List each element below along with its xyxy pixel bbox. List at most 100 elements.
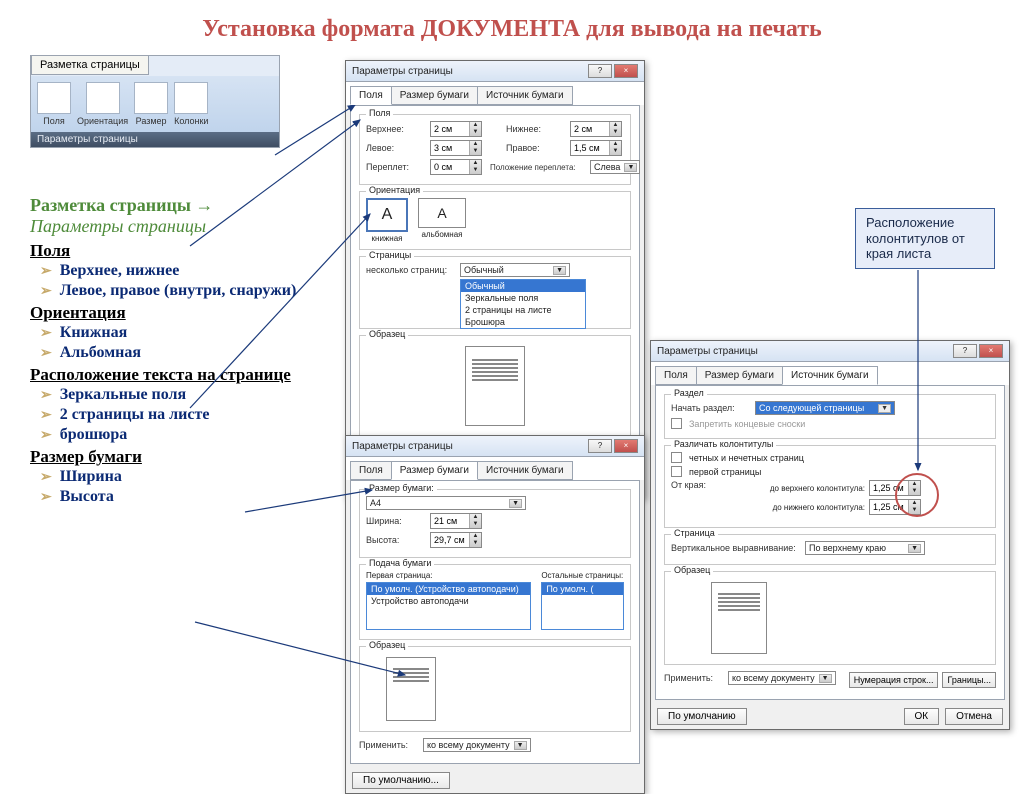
outline-item: Альбомная [40,343,330,363]
ribbon-btn-size[interactable]: Размер [134,82,168,126]
left-label: Левое: [366,143,426,153]
outline-section-title: Расположение текста на странице [30,365,330,385]
ribbon-tab[interactable]: Разметка страницы [31,55,149,75]
size-icon [134,82,168,114]
callout-headers-footers: Расположение колонтитулов от края листа [855,208,995,269]
first-page-label: первой страницы [689,467,761,477]
default-button[interactable]: По умолчанию... [352,772,450,789]
other-pages-label: Остальные страницы: [541,571,624,580]
footer-dist-label: до нижнего колонтитула: [735,503,865,512]
gutter-spin[interactable]: ▲▼ [430,159,482,175]
close-btn[interactable]: × [614,439,638,453]
odd-even-label: четных и нечетных страниц [689,453,804,463]
valign-label: Вертикальное выравнивание: [671,543,801,553]
header-dist-label: до верхнего колонтитула: [735,484,865,493]
tab-paper-size[interactable]: Размер бумаги [391,461,478,480]
tab-margins[interactable]: Поля [350,86,392,105]
top-label: Верхнее: [366,124,426,134]
paper-size-fieldset: Размер бумаги: A4▼ Ширина:▲▼ Высота:▲▼ [359,489,631,558]
outline-list: КнижнаяАльбомная [30,323,330,363]
apply-label: Применить: [664,673,724,683]
ribbon-btn-columns[interactable]: Колонки [174,82,208,126]
outline-column: Разметка страницы → Параметры страницы П… [30,195,330,507]
outline-item: Верхнее, нижнее [40,261,330,281]
tab-paper-source[interactable]: Источник бумаги [477,86,573,105]
headers-footers-fieldset: Различать колонтитулы четных и нечетных … [664,445,996,528]
multi-dropdown-list[interactable]: Обычный Зеркальные поля 2 страницы на ли… [460,279,586,329]
right-label: Правое: [506,143,566,153]
top-spin[interactable]: ▲▼ [430,121,482,137]
left-spin[interactable]: ▲▼ [430,140,482,156]
ribbon-btn-orientation[interactable]: Ориентация [77,82,128,126]
multi-opt-normal[interactable]: Обычный [461,280,585,292]
multi-opt-mirror[interactable]: Зеркальные поля [461,292,585,304]
outline-item: Ширина [40,467,330,487]
tab-paper-source[interactable]: Источник бумаги [782,366,878,385]
multi-opt-booklet[interactable]: Брошюра [461,316,585,328]
margins-legend: Поля [366,108,393,118]
tab-paper-size[interactable]: Размер бумаги [391,86,478,105]
multi-dropdown[interactable]: Обычный▼ [460,263,570,277]
ribbon-btn-margins[interactable]: Поля [37,82,71,126]
other-pages-list[interactable]: По умолч. ( [541,582,624,630]
help-btn[interactable]: ? [588,439,612,453]
outline-item: брошюра [40,425,330,445]
highlight-circle [895,473,939,517]
default-button[interactable]: По умолчанию [657,708,747,725]
first-page-list[interactable]: По умолч. (Устройство автоподачи) Устрой… [366,582,531,630]
odd-even-checkbox[interactable] [671,452,682,463]
page-setup-dialog-size: Параметры страницы ?× Поля Размер бумаги… [345,435,645,794]
cancel-button[interactable]: Отмена [945,708,1003,725]
apply-dropdown[interactable]: ко всему документу▼ [728,671,836,685]
columns-icon [174,82,208,114]
outline-list: ШиринаВысота [30,467,330,507]
right-spin[interactable]: ▲▼ [570,140,622,156]
help-btn[interactable]: ? [953,344,977,358]
width-spin[interactable]: ▲▼ [430,513,482,529]
outline-item: 2 страницы на листе [40,405,330,425]
height-label: Высота: [366,535,426,545]
sample-fieldset: Образец [359,646,631,732]
outline-section-title: Поля [30,241,330,261]
preview-icon [465,346,525,426]
ribbon-footer: Параметры страницы [31,132,279,147]
outline-head: Разметка страницы → [30,195,330,216]
bottom-spin[interactable]: ▲▼ [570,121,622,137]
tab-margins[interactable]: Поля [350,461,392,480]
tab-margins[interactable]: Поля [655,366,697,385]
dialog-title-text: Параметры страницы [352,66,453,77]
suppress-endnotes-checkbox[interactable] [671,418,682,429]
tab-paper-source[interactable]: Источник бумаги [477,461,573,480]
gutter-pos-dropdown[interactable]: Слева▼ [590,160,640,174]
valign-dropdown[interactable]: По верхнему краю▼ [805,541,925,555]
height-spin[interactable]: ▲▼ [430,532,482,548]
gutter-label: Переплет: [366,162,426,172]
margins-fieldset: Поля Верхнее: ▲▼ Нижнее: ▲▼ Левое: ▲▼ Пр… [359,114,631,185]
close-btn[interactable]: × [614,64,638,78]
ok-button[interactable]: ОК [904,708,940,725]
borders-button[interactable]: Границы... [942,672,996,688]
first-page-checkbox[interactable] [671,466,682,477]
help-btn[interactable]: ? [588,64,612,78]
width-label: Ширина: [366,516,426,526]
outline-item: Левое, правое (внутри, снаружи) [40,281,330,301]
line-numbers-button[interactable]: Нумерация строк... [849,672,939,688]
paper-size-dropdown[interactable]: A4▼ [366,496,526,510]
landscape-option[interactable]: Aальбомная [418,198,466,243]
page-setup-dialog-margins: Параметры страницы ? × Поля Размер бумаг… [345,60,645,499]
preview-icon [386,657,436,721]
dialog-title: Параметры страницы ? × [346,61,644,82]
orientation-icon [86,82,120,114]
bottom-label: Нижнее: [506,124,566,134]
suppress-endnotes-label: Запретить концевые сноски [689,419,805,429]
start-section-dropdown[interactable]: Со следующей страницы▼ [755,401,895,415]
multi-opt-2pages[interactable]: 2 страницы на листе [461,304,585,316]
tab-paper-size[interactable]: Размер бумаги [696,366,783,385]
portrait-option[interactable]: Aкнижная [366,198,408,243]
outline-item: Книжная [40,323,330,343]
apply-dropdown[interactable]: ко всему документу▼ [423,738,531,752]
window-controls: ? × [588,64,638,78]
close-btn[interactable]: × [979,344,1003,358]
outline-sub: Параметры страницы [30,216,330,237]
ribbon-body: Поля Ориентация Размер Колонки [31,76,279,132]
